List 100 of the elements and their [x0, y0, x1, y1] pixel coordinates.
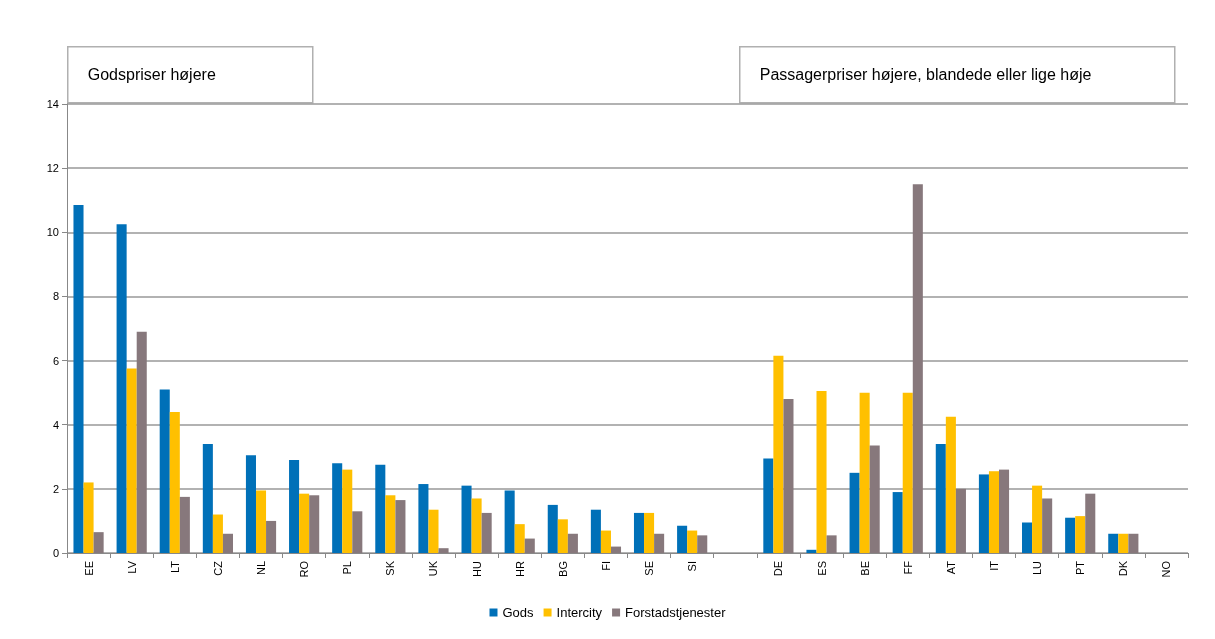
bar [309, 495, 320, 553]
bar [1118, 533, 1129, 553]
x-tick-label: FI [599, 561, 612, 571]
bar [1032, 485, 1043, 553]
legend-label: Gods [502, 605, 535, 620]
bar [978, 474, 989, 553]
bar [988, 471, 1000, 553]
x-tick-label: BE [858, 561, 871, 576]
y-tick-label: 14 [46, 98, 59, 110]
legend-label: Forstadstjenester [625, 605, 727, 620]
bar [352, 511, 363, 553]
x-tick-label: SK [384, 560, 397, 576]
bar [677, 525, 688, 553]
y-tick-label: 0 [52, 547, 59, 559]
bar [524, 538, 535, 553]
x-tick-label: UK [427, 560, 440, 577]
bar [1042, 498, 1053, 553]
x-tick-label: DE [772, 561, 785, 577]
bar [222, 533, 233, 553]
bar [849, 472, 860, 553]
bar [935, 443, 946, 553]
bar [816, 391, 827, 553]
bar [892, 492, 903, 553]
bar [375, 464, 386, 553]
x-tick-label: FF [901, 560, 914, 575]
x-tick-label: EE [82, 561, 95, 576]
bar [202, 443, 213, 553]
y-tick-label: 2 [52, 482, 59, 495]
bar [763, 458, 774, 553]
bar [461, 485, 472, 553]
y-tick-label: 6 [52, 354, 59, 367]
bar [514, 524, 525, 553]
bar [126, 368, 137, 553]
x-tick-label: SE [643, 561, 656, 576]
bar [806, 549, 817, 553]
x-tick-label: RO [298, 560, 311, 578]
bar [1075, 516, 1086, 553]
bar [945, 416, 956, 553]
x-tick-label: LU [1031, 560, 1044, 576]
bar [342, 469, 353, 553]
bar [687, 530, 698, 553]
bar [1085, 493, 1096, 553]
y-tick-label: 8 [52, 290, 59, 303]
bar [136, 331, 147, 553]
bar [179, 496, 190, 553]
bar [471, 498, 482, 553]
bar [557, 519, 568, 553]
y-tick-label: 10 [46, 226, 59, 239]
bar [438, 548, 449, 553]
bar [1128, 533, 1139, 553]
bar [428, 509, 439, 553]
bar [1108, 533, 1119, 553]
x-tick-label: NO [1160, 560, 1173, 578]
x-tick-label: HR [513, 560, 526, 577]
bar [826, 535, 837, 553]
x-tick-label: CZ [211, 560, 224, 576]
x-tick-label: DK [1117, 560, 1130, 577]
x-tick-label: BG [556, 561, 569, 577]
bar [999, 469, 1010, 553]
bar [902, 392, 913, 553]
y-tick-label: 12 [46, 162, 59, 175]
bar [912, 184, 923, 553]
x-tick-label: LT [168, 560, 181, 574]
bar [395, 500, 406, 553]
bar [783, 399, 794, 553]
bar [955, 488, 966, 553]
bar [332, 463, 343, 553]
x-tick-label: NL [255, 561, 268, 576]
bar [600, 530, 611, 553]
bar [1022, 522, 1033, 553]
bar [610, 546, 622, 553]
bar [481, 512, 492, 553]
x-tick-label: LV [125, 560, 138, 574]
bar [299, 493, 310, 553]
bar [869, 445, 880, 553]
bar [169, 411, 180, 553]
x-tick-label: SI [686, 561, 699, 572]
text: Godspriser højere [87, 66, 216, 84]
bar [567, 533, 578, 553]
bar [654, 533, 665, 553]
y-tick-label: 4 [52, 418, 59, 431]
bar [73, 205, 84, 553]
x-tick-label: ES [815, 561, 828, 576]
x-tick-label: PT [1074, 560, 1087, 576]
bar [504, 490, 515, 553]
bar [266, 520, 277, 553]
bar [547, 504, 558, 553]
bar [116, 224, 127, 553]
bar [83, 482, 94, 553]
bar [93, 532, 104, 553]
x-tick-label: AT [944, 560, 957, 575]
bar [418, 484, 429, 553]
bar [773, 355, 784, 553]
bar [212, 514, 223, 553]
bar [245, 455, 256, 553]
bar [697, 535, 708, 553]
bar [590, 509, 601, 553]
text: Passagerpriser højere, blandede eller lige høje [759, 66, 1092, 84]
bar [385, 495, 396, 553]
bar [159, 389, 170, 553]
